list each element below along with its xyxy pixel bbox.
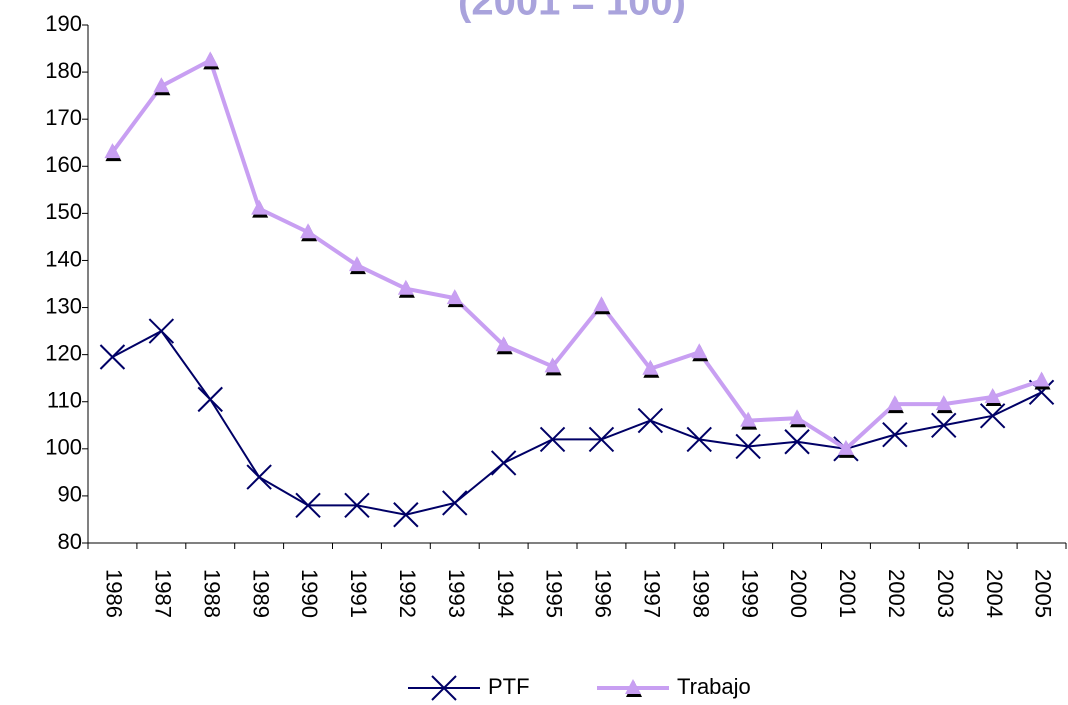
x-tick-label: 2005: [1031, 569, 1056, 618]
x-tick-label: 1991: [346, 569, 371, 618]
y-tick-label: 180: [45, 58, 82, 83]
x-tick-label: 1992: [395, 569, 420, 618]
marker: [984, 388, 1001, 404]
x-tick-label: 1999: [737, 569, 762, 618]
marker: [544, 357, 561, 373]
x-tick-label: 1986: [102, 569, 127, 618]
line: [111, 329, 1042, 516]
marker: [686, 426, 712, 453]
marker: [197, 386, 223, 413]
y-tick-label: 160: [45, 152, 82, 177]
x-tick-label: 2004: [982, 569, 1007, 618]
y-tick-label: 150: [45, 199, 82, 224]
marker: [837, 439, 854, 455]
x-tick-label: 1988: [199, 569, 224, 618]
x-tick-label: 2001: [835, 569, 860, 618]
y-tick-label: 100: [45, 435, 82, 460]
marker: [295, 492, 321, 519]
marker: [935, 395, 952, 411]
marker: [1033, 371, 1050, 387]
marker: [740, 411, 757, 427]
y-tick-label: 140: [45, 246, 82, 271]
y-tick-label: 110: [47, 388, 82, 413]
x-tick-label: 1994: [493, 569, 518, 618]
x-tick-label: 1990: [297, 569, 322, 618]
marker: [348, 256, 365, 272]
x-tick-label: 1997: [640, 569, 665, 618]
legend-item: Trabajo: [597, 674, 751, 699]
x-tick-label: 1998: [688, 569, 713, 618]
y-tick-label: 90: [58, 482, 82, 507]
marker: [344, 492, 370, 519]
marker: [539, 426, 566, 453]
marker: [979, 403, 1006, 429]
marker: [789, 409, 806, 425]
line: [110, 57, 1043, 452]
marker: [931, 412, 957, 438]
marker: [431, 675, 457, 701]
marker: [104, 143, 121, 159]
marker: [588, 426, 615, 453]
marker: [397, 279, 414, 295]
marker: [251, 199, 268, 215]
marker: [148, 318, 175, 344]
marker: [625, 679, 641, 694]
marker: [882, 421, 908, 448]
marker: [300, 223, 317, 239]
marker: [393, 502, 419, 528]
marker: [442, 490, 468, 516]
series: [104, 51, 1051, 458]
marker: [593, 296, 610, 312]
marker: [99, 344, 126, 370]
marker: [735, 433, 761, 460]
marker: [637, 407, 664, 434]
marker: [446, 289, 463, 305]
legend-label: PTF: [488, 674, 530, 699]
x-tick-label: 1996: [591, 569, 616, 618]
marker: [495, 336, 512, 352]
x-tick-label: 1989: [248, 569, 273, 618]
marker: [202, 51, 219, 67]
y-tick-label: 130: [45, 293, 82, 318]
marker: [153, 77, 170, 93]
y-tick-label: 120: [45, 340, 82, 365]
x-tick-label: 2003: [933, 569, 958, 618]
x-tick-label: 1993: [444, 569, 469, 618]
marker: [691, 343, 708, 359]
marker: [490, 450, 517, 476]
x-tick-label: 1987: [151, 569, 176, 618]
marker: [886, 395, 903, 411]
legend-label: Trabajo: [677, 674, 751, 699]
marker: [246, 464, 272, 490]
marker: [784, 429, 810, 455]
x-tick-label: 2002: [884, 569, 909, 618]
y-tick-label: 170: [45, 105, 82, 130]
legend-item: PTF: [408, 674, 530, 701]
y-tick-label: 190: [45, 11, 82, 36]
x-tick-label: 2000: [786, 569, 811, 618]
series: [99, 318, 1055, 528]
x-tick-label: 1995: [542, 569, 567, 618]
chart-title: (2001 = 100): [458, 0, 686, 24]
y-tick-label: 80: [58, 529, 82, 554]
marker: [642, 359, 659, 375]
